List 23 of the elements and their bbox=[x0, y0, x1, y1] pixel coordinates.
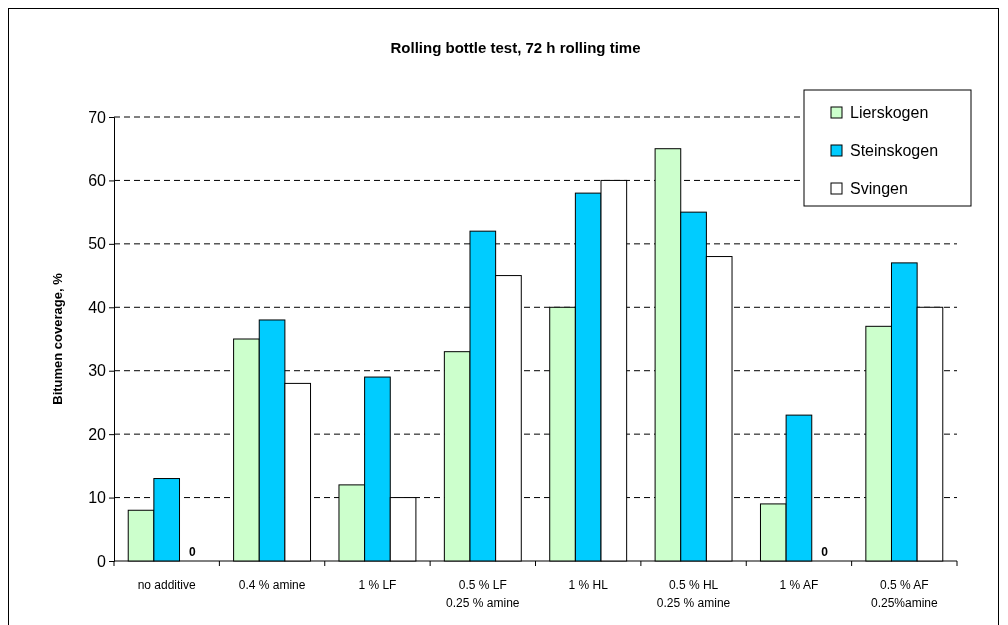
x-tick-label: no additive bbox=[137, 578, 197, 592]
y-tick-label: 0 bbox=[97, 552, 107, 570]
annotation: 0 bbox=[821, 545, 829, 559]
x-tick-label: 1 % HL bbox=[568, 578, 609, 592]
y-tick-label: 50 bbox=[88, 235, 107, 253]
y-tick-label: 10 bbox=[88, 489, 107, 507]
y-tick-label: 30 bbox=[88, 362, 107, 380]
chart-title: Rolling bottle test, 72 h rolling time bbox=[390, 39, 641, 56]
y-tick-label: 40 bbox=[88, 298, 107, 316]
y-tick-label: 20 bbox=[88, 425, 107, 443]
x-tick-label: 1 % AF bbox=[779, 578, 819, 592]
x-tick-label: 0.5 % HL 0.25 % amine bbox=[656, 578, 731, 610]
x-tick-label: 0.5 % LF 0.25 % amine bbox=[446, 578, 520, 610]
legend-label: Lierskogen bbox=[850, 104, 929, 121]
legend-label: Svingen bbox=[850, 180, 908, 197]
legend-label: Steinskogen bbox=[850, 142, 939, 159]
annotation: 0 bbox=[188, 545, 196, 559]
y-tick-label: 60 bbox=[88, 172, 107, 190]
y-axis-title: Bitumen coverage, % bbox=[50, 272, 65, 405]
x-tick-label: 0.5 % AF 0.25%amine bbox=[870, 578, 938, 610]
y-tick-label: 70 bbox=[88, 108, 107, 126]
x-tick-label: 0.4 % amine bbox=[238, 578, 306, 592]
x-tick-label: 1 % LF bbox=[358, 578, 397, 592]
